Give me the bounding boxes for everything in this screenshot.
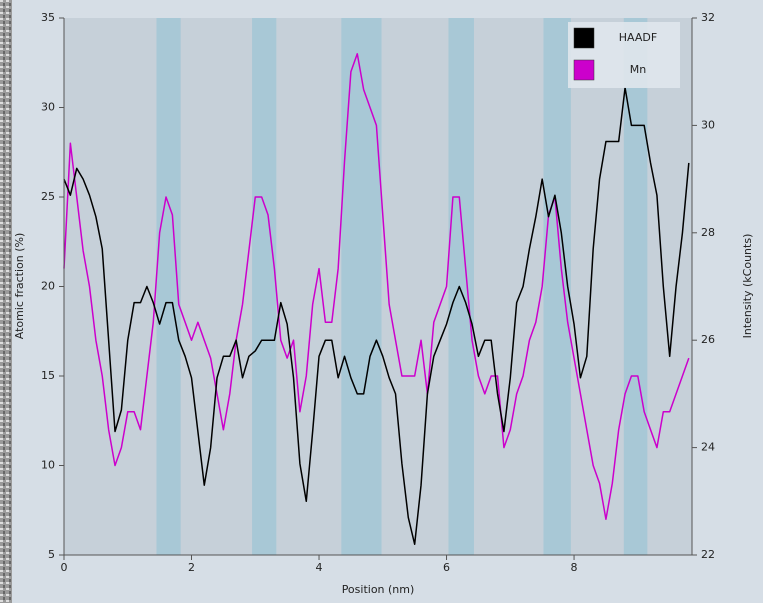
legend-swatch bbox=[574, 60, 594, 80]
x-tick-label: 2 bbox=[188, 561, 195, 574]
x-tick-label: 6 bbox=[443, 561, 450, 574]
y2-tick-label: 28 bbox=[701, 226, 715, 239]
y-tick-label: 25 bbox=[41, 190, 55, 203]
chart: 024685101520253035222426283032 Position … bbox=[0, 0, 763, 603]
y2-axis-label: Intensity (kCounts) bbox=[741, 234, 754, 339]
legend-label: Mn bbox=[630, 63, 646, 76]
y2-tick-label: 22 bbox=[701, 548, 715, 561]
y-tick-label: 5 bbox=[48, 548, 55, 561]
highlight-band bbox=[543, 18, 570, 555]
legend-label: HAADF bbox=[619, 31, 657, 44]
y-tick-label: 20 bbox=[41, 280, 55, 293]
highlight-band bbox=[341, 18, 381, 555]
y-axis-label: Atomic fraction (%) bbox=[13, 233, 26, 339]
legend-swatch bbox=[574, 28, 594, 48]
y-tick-label: 30 bbox=[41, 101, 55, 114]
y2-tick-label: 26 bbox=[701, 333, 715, 346]
x-tick-label: 8 bbox=[571, 561, 578, 574]
x-tick-label: 0 bbox=[61, 561, 68, 574]
y2-tick-label: 24 bbox=[701, 441, 715, 454]
highlight-band bbox=[252, 18, 276, 555]
y-tick-label: 10 bbox=[41, 459, 55, 472]
y2-tick-label: 30 bbox=[701, 118, 715, 131]
image-strip bbox=[0, 0, 12, 603]
x-tick-label: 4 bbox=[316, 561, 323, 574]
y2-tick-label: 32 bbox=[701, 11, 715, 24]
x-axis-label: Position (nm) bbox=[342, 583, 415, 596]
y-tick-label: 15 bbox=[41, 369, 55, 382]
highlight-band bbox=[448, 18, 474, 555]
y-tick-label: 35 bbox=[41, 11, 55, 24]
